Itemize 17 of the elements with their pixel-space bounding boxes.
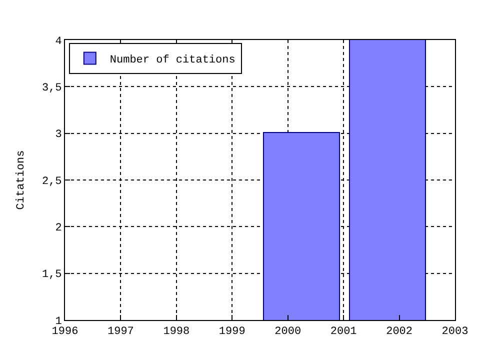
y-tick-label: 1,5 [42,269,62,282]
x-tick-label: 2002 [386,326,412,338]
y-tick-label: 3,5 [42,82,62,95]
x-tick-label: 1997 [108,326,134,338]
x-tick-label: 2001 [330,326,358,338]
y-tick-label: 2 [55,222,62,235]
y-axis-title: Citations [16,150,28,210]
y-tick-label: 4 [55,36,62,48]
x-tick-label: 1998 [163,326,190,338]
x-tick-label: 2003 [442,326,468,338]
x-tick-label: 1996 [52,326,78,338]
x-tick-label: 2000 [274,326,302,338]
legend-label: Number of citations [110,54,236,67]
y-tick-label: 2,5 [42,176,62,188]
y-tick-label: 3 [55,129,62,142]
x-tick-label: 1999 [218,326,246,338]
y-tick-label: 1 [55,316,62,328]
